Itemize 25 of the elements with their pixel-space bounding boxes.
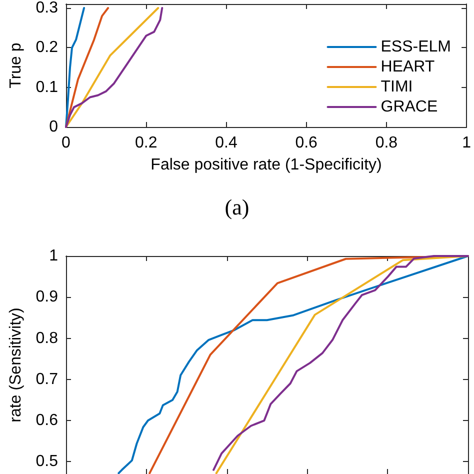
y-tick-label: 0.6 [36, 412, 58, 430]
x-tick-label: 0 [62, 134, 71, 152]
y-tick-label: 0.3 [36, 0, 58, 16]
legend-label: ESS-ELM [380, 38, 452, 56]
y-tick-label: 0.2 [36, 39, 58, 56]
legend-label: GRACE [380, 98, 438, 116]
line-series [65, 7, 86, 128]
legend-label: HEART [380, 58, 435, 76]
legend-label: TIMI [380, 78, 413, 96]
x-tick-label: 0.6 [295, 134, 318, 152]
x-tick-label: 0.2 [134, 134, 158, 152]
y-tick-label: 0.7 [36, 370, 58, 388]
x-tick-label: 1 [462, 134, 472, 152]
y-tick-label: 0.1 [36, 78, 58, 96]
y-tick-label: 1 [49, 248, 58, 264]
text: (a) [224, 194, 250, 220]
y-tick-label: 0.5 [36, 453, 58, 470]
x-tick-label: 0.8 [375, 134, 398, 152]
y-tick-label: 0 [49, 118, 58, 136]
x-tick-label: 0.4 [215, 134, 238, 152]
x-axis-title: False positive rate (1-Specificity) [150, 156, 382, 174]
y-axis-title: True p [8, 42, 24, 88]
y-axis-title: rate (Sensitivity) [8, 308, 24, 422]
y-tick-label: 0.8 [36, 330, 58, 347]
y-tick-label: 0.9 [36, 288, 58, 306]
